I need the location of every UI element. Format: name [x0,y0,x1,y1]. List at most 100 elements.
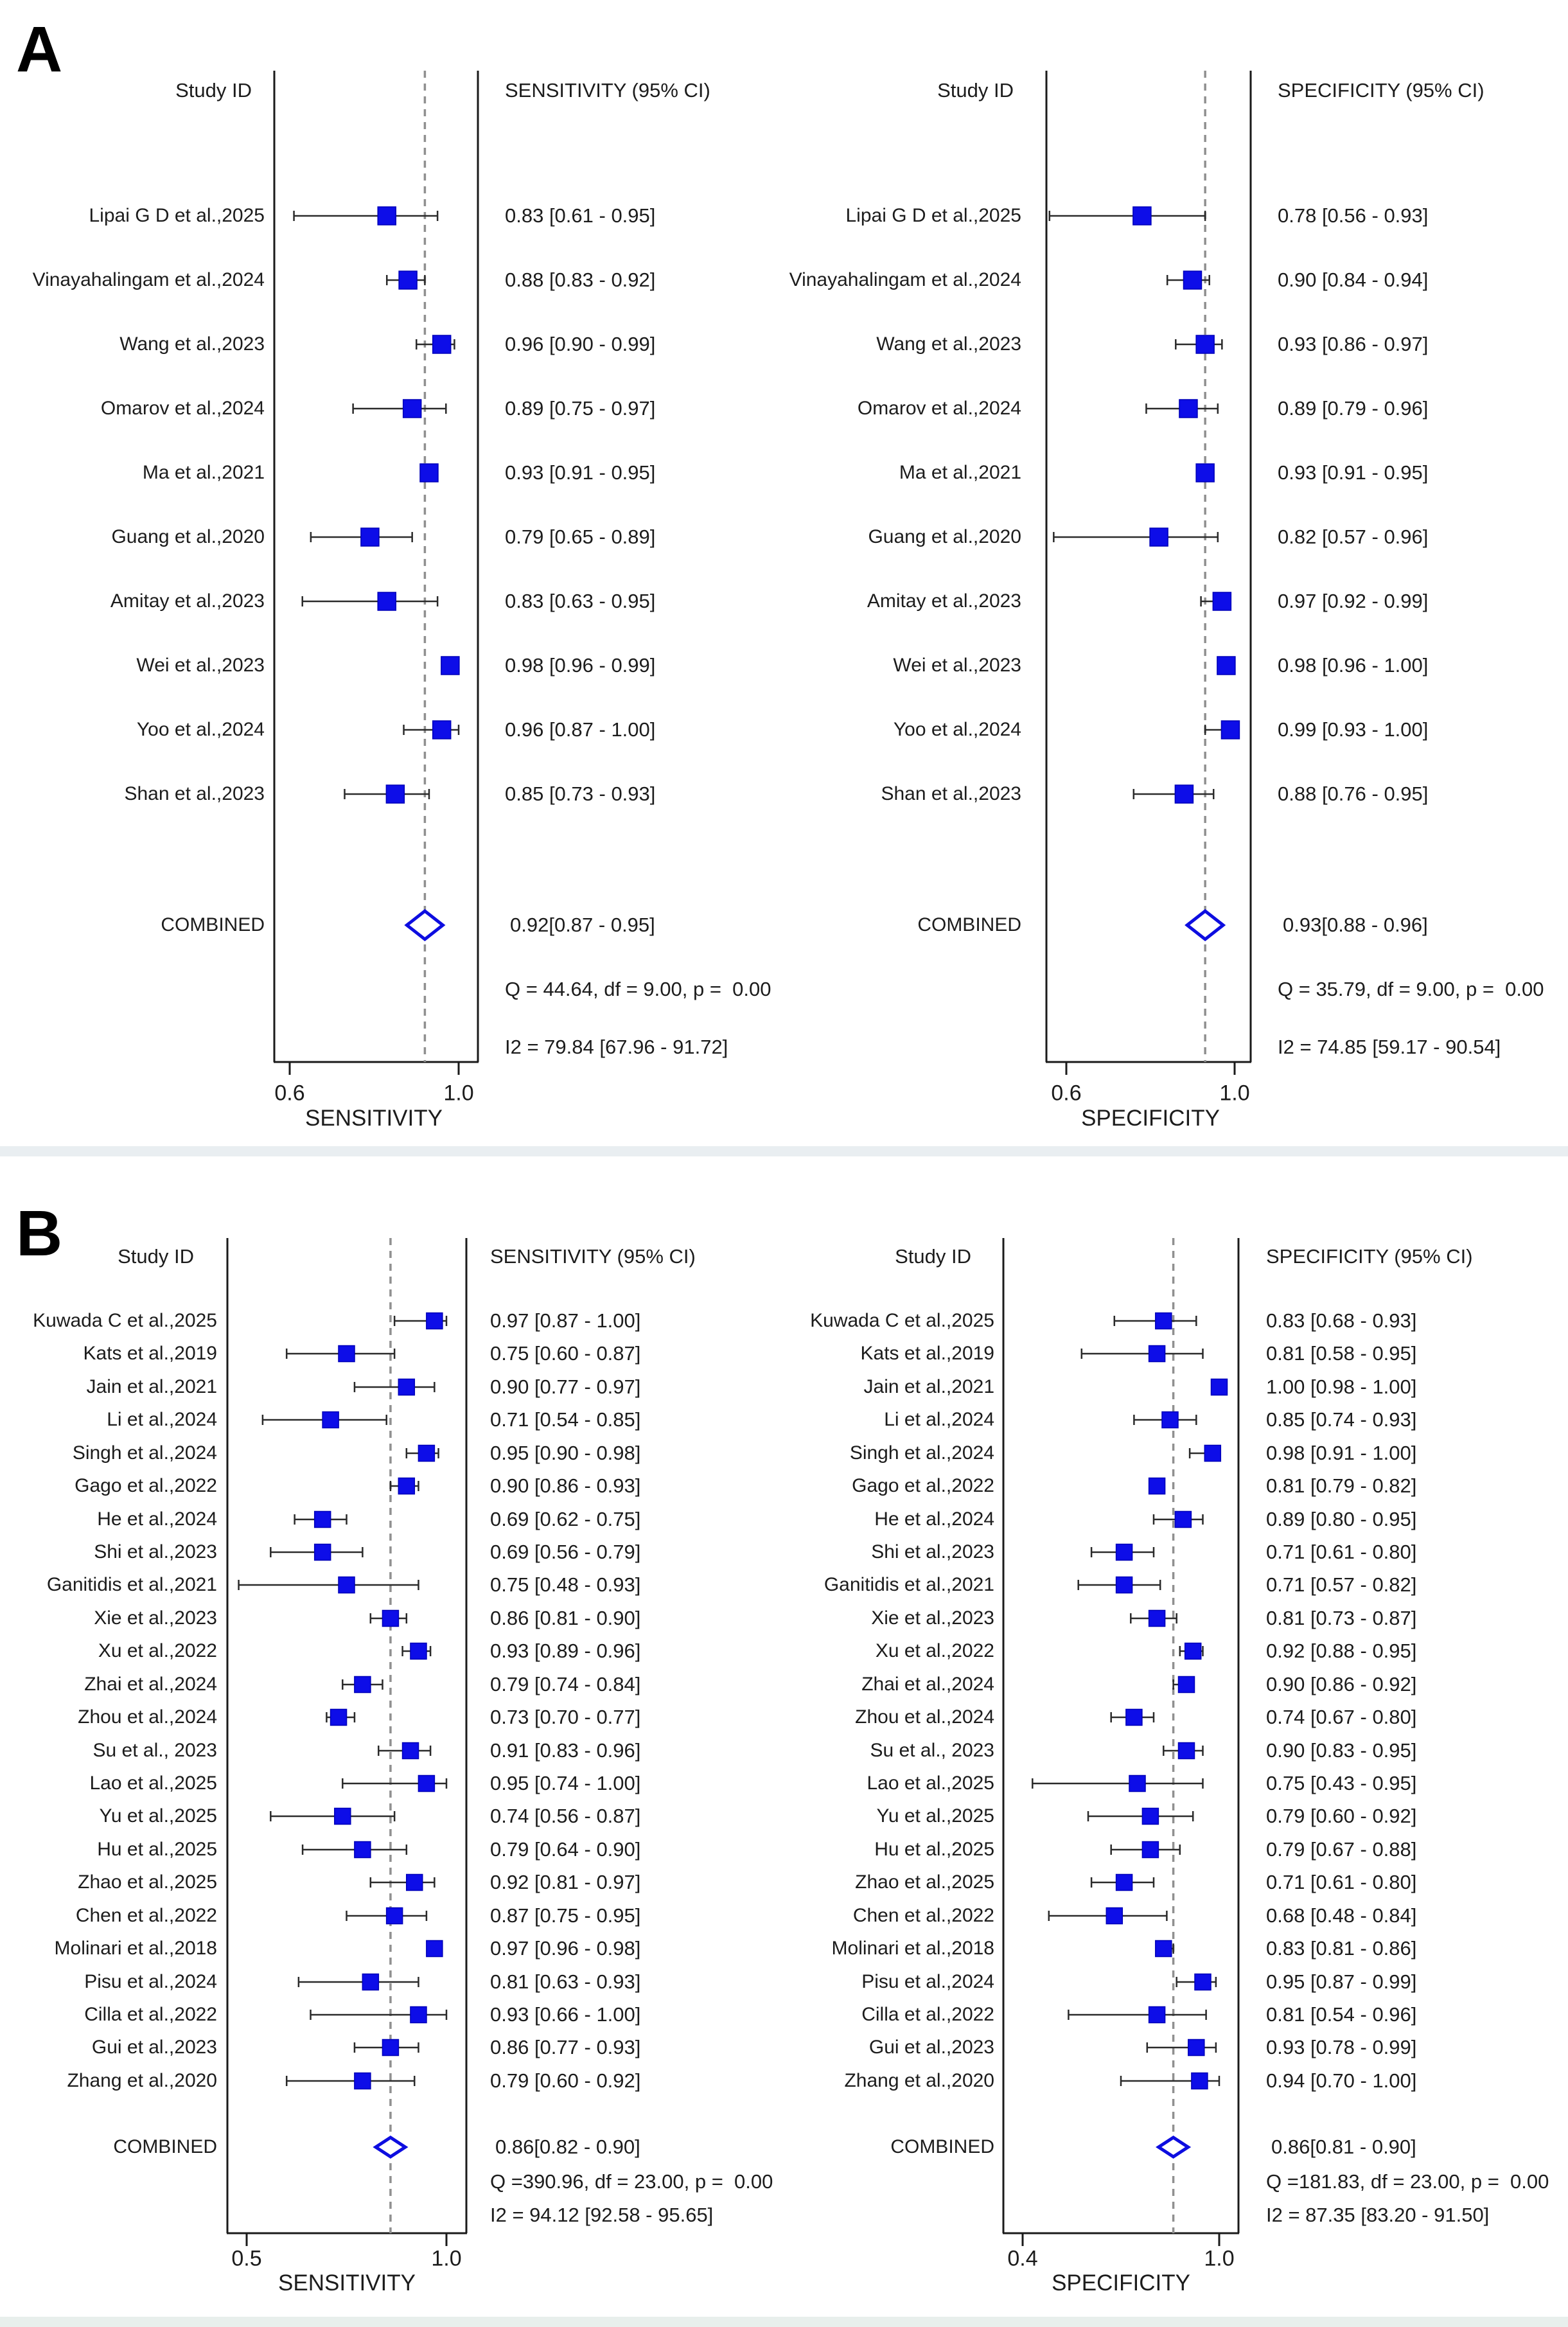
study-label: Li et al.,2024 [107,1408,217,1430]
ci-value: 0.93 [0.89 - 0.96] [490,1640,641,1663]
point-estimate-square [334,1807,351,1825]
point-estimate-square [1115,1576,1133,1594]
point-estimate-square [1212,592,1232,611]
axis-title: SENSITIVITY [305,1105,443,1131]
point-estimate-square [1148,1345,1166,1363]
point-estimate-square [1191,2072,1208,2090]
study-label: He et al.,2024 [874,1508,994,1530]
ci-value: 0.89 [0.80 - 0.95] [1266,1508,1417,1531]
point-estimate-square [410,2006,427,2024]
ci-value: 0.71 [0.61 - 0.80] [1266,1871,1417,1894]
ci-value: 0.95 [0.90 - 0.98] [490,1442,641,1465]
ci-value: 0.73 [0.70 - 0.77] [490,1706,641,1729]
combined-diamond [404,908,446,942]
ci-value: 0.98 [0.96 - 1.00] [1278,654,1429,677]
point-estimate-square [1148,1477,1166,1495]
ci-value: 0.79 [0.74 - 0.84] [490,1673,641,1696]
point-estimate-square [1195,335,1215,354]
ci-value: 0.81 [0.54 - 0.96] [1266,2003,1417,2026]
ci-value: 0.90 [0.86 - 0.92] [1266,1673,1417,1696]
combined-label: COMBINED [917,914,1021,935]
study-label: Shi et al.,2023 [94,1541,217,1562]
ci-value: 0.93 [0.91 - 0.95] [1278,461,1429,484]
point-estimate-square [360,527,380,547]
study-label: Wang et al.,2023 [119,333,265,355]
ci-value: 0.85 [0.74 - 0.93] [1266,1408,1417,1431]
point-estimate-square [410,1642,427,1660]
ci-value: 0.95 [0.74 - 1.00] [490,1772,641,1795]
study-label: Kuwada C et al.,2025 [33,1309,217,1331]
point-estimate-square [385,1907,403,1925]
study-label: Singh et al.,2024 [72,1442,217,1464]
ci-value: 0.83 [0.63 - 0.95] [505,590,656,613]
ci-value: 0.79 [0.64 - 0.90] [490,1838,641,1861]
study-label: Ma et al.,2021 [899,461,1021,483]
study-label: Vinayahalingam et al.,2024 [32,269,265,290]
ci-value: 0.69 [0.62 - 0.75] [490,1508,641,1531]
axis-tick-label: 1.0 [1219,1081,1250,1106]
study-label: Yoo et al.,2024 [136,718,265,740]
ci-value: 0.90 [0.86 - 0.93] [490,1474,641,1498]
study-label: Amitay et al.,2023 [867,590,1021,612]
study-label: Ma et al.,2021 [142,461,265,483]
ci-value: 0.93 [0.86 - 0.97] [1278,333,1429,356]
study-label: Chen et al.,2022 [75,1904,217,1926]
point-estimate-square [426,1940,443,1958]
heterogeneity-q-text: Q =390.96, df = 23.00, p = 0.00 [490,2170,773,2193]
point-estimate-square [382,1609,400,1627]
study-label: Yoo et al.,2024 [893,718,1021,740]
point-estimate-square [313,1510,331,1528]
point-estimate-square [1161,1411,1179,1429]
ci-value: 0.83 [0.61 - 0.95] [505,204,656,227]
study-label: He et al.,2024 [97,1508,217,1530]
ci-value: 0.75 [0.48 - 0.93] [490,1573,641,1597]
study-label: Zhang et al.,2020 [67,2069,217,2091]
study-label: Jain et al.,2021 [86,1376,217,1397]
study-label: Zhao et al.,2025 [855,1871,994,1893]
point-estimate-square [1188,2039,1205,2057]
ci-value: 0.75 [0.43 - 0.95] [1266,1772,1417,1795]
study-label: Molinari et al.,2018 [54,1937,217,1959]
axis-tick-label: 0.5 [231,2246,262,2271]
study-label: Ganitidis et al.,2021 [824,1573,994,1595]
point-estimate-square [1155,1940,1172,1958]
point-estimate-square [1217,656,1236,675]
point-estimate-square [377,206,396,226]
point-estimate-square [418,1444,436,1462]
ci-value: 0.93 [0.66 - 1.00] [490,2003,641,2026]
bottom-edge-band [0,2317,1568,2327]
point-estimate-square [338,1345,355,1363]
study-label: Cilla et al.,2022 [84,2003,217,2025]
point-estimate-square [432,335,452,354]
ci-value: 0.74 [0.56 - 0.87] [490,1805,641,1828]
ci-value: 0.97 [0.87 - 1.00] [490,1309,641,1332]
ci-value: 0.95 [0.87 - 0.99] [1266,1970,1417,1994]
point-estimate-square [419,463,439,482]
study-label: Gago et al.,2022 [75,1474,217,1496]
ci-value: 0.98 [0.91 - 1.00] [1266,1442,1417,1465]
value-header: SENSITIVITY (95% CI) [490,1245,696,1268]
ci-value: 0.71 [0.57 - 0.82] [1266,1573,1417,1597]
study-label: Amitay et al.,2023 [110,590,265,612]
ci-value: 0.92 [0.88 - 0.95] [1266,1640,1417,1663]
heterogeneity-q-text: Q = 44.64, df = 9.00, p = 0.00 [505,978,771,1001]
point-estimate-square [338,1576,355,1594]
ci-value: 0.86 [0.77 - 0.93] [490,2036,641,2059]
study-label: Shan et al.,2023 [124,783,265,804]
ci-value: 1.00 [0.98 - 1.00] [1266,1376,1417,1399]
ci-value: 0.98 [0.96 - 0.99] [505,654,656,677]
point-estimate-square [1177,1742,1195,1760]
axis-title: SPECIFICITY [1052,2270,1190,2296]
point-estimate-square [1132,206,1152,226]
axis-tick-label: 1.0 [443,1081,474,1106]
ci-value: 0.79 [0.65 - 0.89] [505,526,656,549]
ci-value: 0.93 [0.91 - 0.95] [505,461,656,484]
ci-value: 0.90 [0.77 - 0.97] [490,1376,641,1399]
ci-value: 0.81 [0.73 - 0.87] [1266,1607,1417,1630]
heterogeneity-i2-text: I2 = 87.35 [83.20 - 91.50] [1266,2204,1490,2227]
study-label: Pisu et al.,2024 [861,1970,994,1992]
ci-value: 0.91 [0.83 - 0.96] [490,1739,641,1762]
study-id-header: Study ID [175,79,252,102]
study-label: Xie et al.,2023 [871,1607,994,1629]
study-label: Xu et al.,2022 [875,1640,994,1661]
